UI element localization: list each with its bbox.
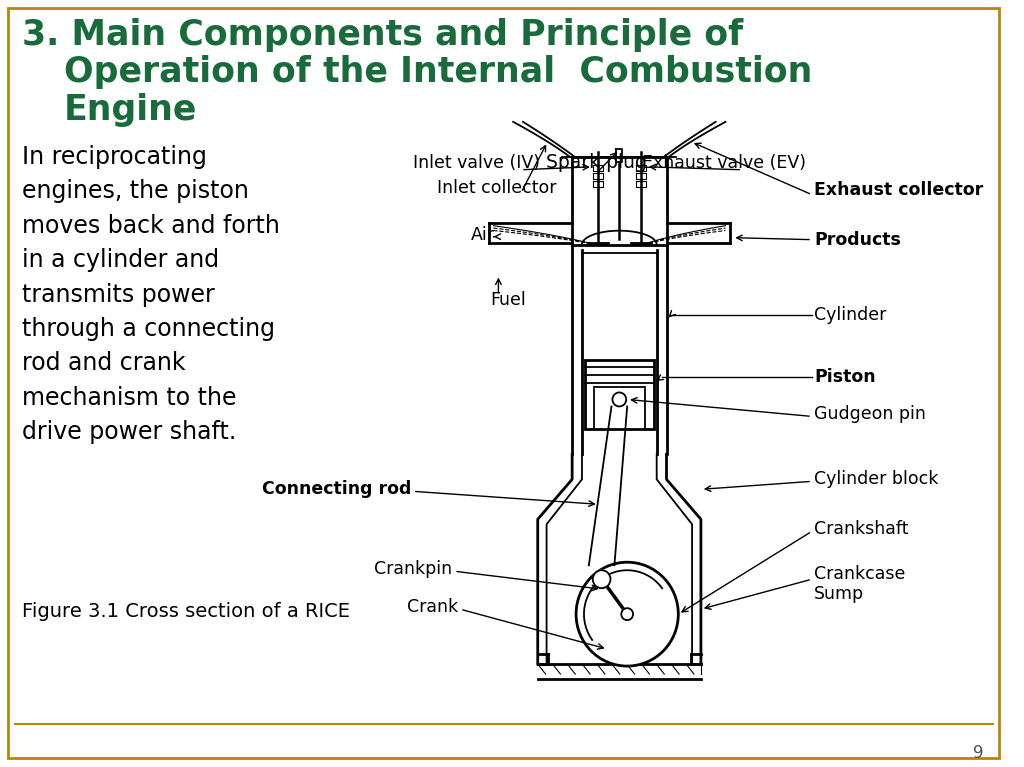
Text: Sump: Sump bbox=[814, 585, 864, 603]
Text: Gudgeon pin: Gudgeon pin bbox=[814, 406, 926, 423]
Text: Cylinder block: Cylinder block bbox=[814, 470, 938, 489]
Text: Crankpin: Crankpin bbox=[374, 560, 453, 578]
Text: In reciprocating
engines, the piston
moves back and forth
in a cylinder and
tran: In reciprocating engines, the piston mov… bbox=[22, 145, 280, 444]
Text: Fuel: Fuel bbox=[490, 291, 526, 308]
Text: Piston: Piston bbox=[814, 368, 876, 387]
Bar bbox=[585, 360, 653, 430]
Text: Products: Products bbox=[814, 231, 901, 249]
Circle shape bbox=[612, 393, 627, 407]
Text: Operation of the Internal  Combustion: Operation of the Internal Combustion bbox=[63, 55, 812, 89]
Text: Engine: Engine bbox=[63, 93, 198, 127]
Text: Spark plug: Spark plug bbox=[546, 153, 647, 173]
Text: 9: 9 bbox=[973, 744, 983, 762]
Text: Connecting rod: Connecting rod bbox=[261, 480, 411, 499]
Text: Air: Air bbox=[470, 225, 495, 244]
Text: Inlet collector: Inlet collector bbox=[437, 179, 557, 197]
Text: Inlet valve (IV): Inlet valve (IV) bbox=[413, 153, 540, 172]
Text: Figure 3.1 Cross section of a RICE: Figure 3.1 Cross section of a RICE bbox=[22, 602, 349, 621]
Text: Cylinder: Cylinder bbox=[814, 305, 887, 324]
Text: Exhaust valve (EV): Exhaust valve (EV) bbox=[642, 153, 806, 172]
Text: Exhaust collector: Exhaust collector bbox=[814, 181, 983, 199]
Circle shape bbox=[622, 608, 633, 621]
Text: Crank: Crank bbox=[407, 598, 458, 616]
Circle shape bbox=[593, 570, 610, 588]
Circle shape bbox=[577, 562, 678, 666]
Text: 3. Main Components and Principle of: 3. Main Components and Principle of bbox=[22, 18, 742, 52]
Text: Crankshaft: Crankshaft bbox=[814, 520, 908, 538]
Text: Crankcase: Crankcase bbox=[814, 565, 905, 583]
